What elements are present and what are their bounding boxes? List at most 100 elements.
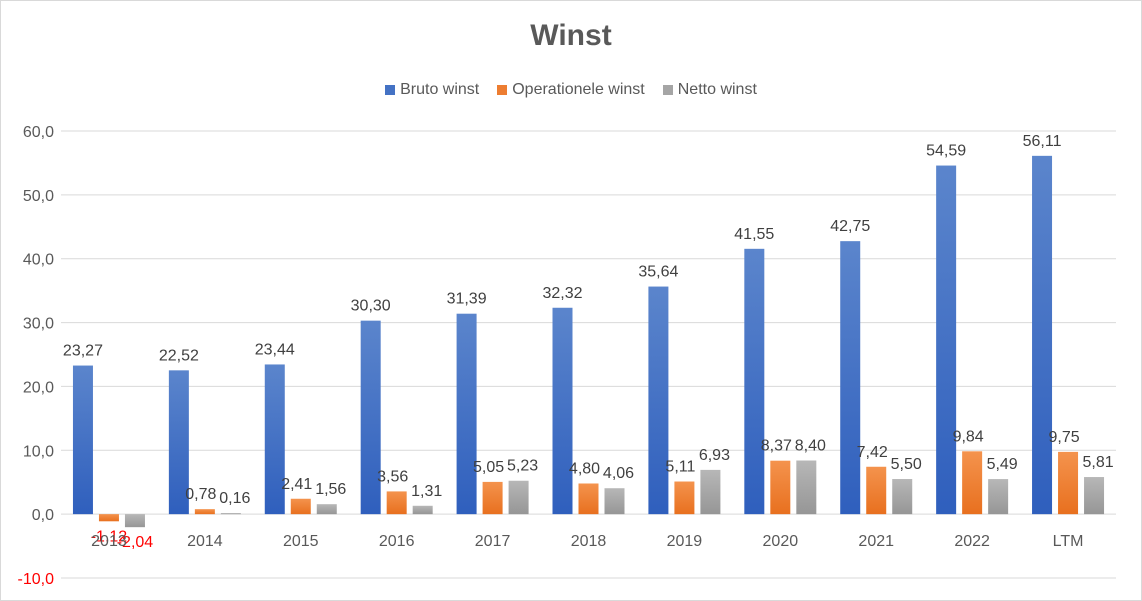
data-label: 8,37 (761, 438, 792, 455)
bar-bruto-winst (168, 370, 189, 515)
y-tick-label: 10,0 (23, 443, 54, 460)
data-label: 1,56 (315, 481, 346, 498)
data-label: 5,50 (891, 456, 922, 473)
bar-operationele-winst (770, 460, 791, 515)
bar-netto-winst (220, 513, 241, 515)
legend-swatch-operationeel (497, 85, 508, 95)
legend-item-bruto: Bruto winst (385, 81, 479, 99)
y-tick-label: 30,0 (23, 316, 54, 333)
y-tick-label: -10,0 (18, 571, 55, 588)
bar-bruto-winst (936, 165, 957, 515)
data-label: 5,49 (987, 456, 1018, 473)
bar-netto-winst (700, 469, 721, 515)
data-label: 30,30 (351, 298, 391, 315)
bar-bruto-winst (264, 364, 285, 515)
data-label: 5,11 (665, 459, 695, 476)
bar-bruto-winst (840, 241, 861, 515)
data-label: -2,04 (117, 534, 154, 551)
bar-netto-winst (892, 479, 913, 515)
grid-layer: -10,0 0,0 10,0 20,0 30,0 40,0 50,0 60,0 (18, 124, 1116, 588)
data-label: 3,56 (377, 468, 408, 485)
bar-bruto-winst (648, 286, 669, 515)
bar-operationele-winst (98, 514, 119, 522)
data-label: 5,23 (507, 458, 538, 475)
data-label: 5,05 (473, 459, 504, 476)
bar-operationele-winst (194, 509, 215, 515)
data-label: 7,42 (857, 444, 888, 461)
x-tick-label: 2020 (763, 533, 799, 550)
data-label: 32,32 (542, 285, 582, 302)
data-label: 1,31 (411, 483, 442, 500)
data-label: 23,27 (63, 343, 103, 360)
data-label: 35,64 (638, 264, 678, 281)
legend-item-netto: Netto winst (662, 81, 757, 99)
bar-layer (72, 155, 1105, 528)
data-label: 23,44 (255, 341, 295, 358)
data-label: 56,11 (1023, 133, 1062, 150)
data-label: 41,55 (734, 226, 774, 243)
y-tick-label: 40,0 (23, 252, 54, 269)
legend-label-bruto: Bruto winst (400, 81, 480, 98)
data-label: -1,12 (91, 528, 128, 545)
x-tick-label: 2018 (571, 533, 607, 550)
bar-bruto-winst (552, 307, 573, 515)
legend-label-operationeel: Operationele winst (512, 81, 645, 98)
bar-operationele-winst (674, 481, 695, 515)
legend-swatch-bruto (385, 85, 396, 95)
bar-bruto-winst (456, 313, 477, 515)
data-label: 9,84 (953, 428, 984, 445)
bar-netto-winst (796, 460, 817, 515)
y-tick-label: 20,0 (23, 379, 54, 396)
y-tick-label: 60,0 (23, 124, 54, 141)
x-tick-label: 2019 (667, 533, 703, 550)
legend-swatch-netto (662, 85, 673, 95)
data-label: 2,41 (281, 476, 312, 493)
bar-netto-winst (412, 505, 433, 515)
x-tick-label: 2014 (187, 533, 223, 550)
bar-operationele-winst (290, 498, 311, 515)
bar-operationele-winst (866, 466, 887, 515)
data-label: 4,80 (569, 460, 600, 477)
legend-item-operationeel: Operationele winst (497, 81, 645, 99)
bar-operationele-winst (578, 483, 599, 515)
bar-netto-winst (508, 480, 529, 515)
bar-netto-winst (988, 479, 1009, 515)
bar-netto-winst (1084, 477, 1105, 515)
legend-label-netto: Netto winst (677, 81, 757, 98)
bar-netto-winst (604, 488, 625, 515)
data-label: 8,40 (795, 438, 826, 455)
bar-bruto-winst (360, 320, 381, 515)
bar-bruto-winst (1032, 155, 1053, 515)
bar-operationele-winst (482, 481, 503, 515)
bar-operationele-winst (386, 491, 407, 515)
chart-title: Winst (530, 19, 612, 52)
y-tick-label: 0,0 (32, 507, 54, 524)
bar-bruto-winst (72, 365, 93, 515)
data-label: 5,81 (1082, 454, 1113, 471)
bar-operationele-winst (962, 451, 983, 515)
data-label: 6,93 (699, 447, 730, 464)
data-label: 54,59 (926, 143, 966, 160)
x-tick-label: 2022 (954, 533, 990, 550)
data-label: 22,52 (159, 347, 199, 364)
y-tick-label: 50,0 (23, 188, 54, 205)
data-label: 42,75 (830, 218, 870, 235)
data-label: 0,16 (219, 490, 250, 507)
data-label: 4,06 (603, 465, 634, 482)
data-label: 9,75 (1048, 429, 1079, 446)
x-tick-label: 2017 (475, 533, 511, 550)
data-label: 31,39 (447, 291, 487, 308)
bar-netto-winst (316, 504, 337, 515)
x-tick-label: LTM (1053, 533, 1084, 550)
bar-operationele-winst (1058, 451, 1079, 515)
x-tick-label: 2016 (379, 533, 415, 550)
bar-bruto-winst (744, 248, 765, 515)
x-tick-label: 2015 (283, 533, 319, 550)
data-label: 0,78 (185, 486, 216, 503)
bar-netto-winst (124, 514, 145, 528)
x-tick-label: 2013 (91, 533, 127, 550)
chart-legend: Bruto winst Operationele winst Netto win… (1, 81, 1141, 99)
